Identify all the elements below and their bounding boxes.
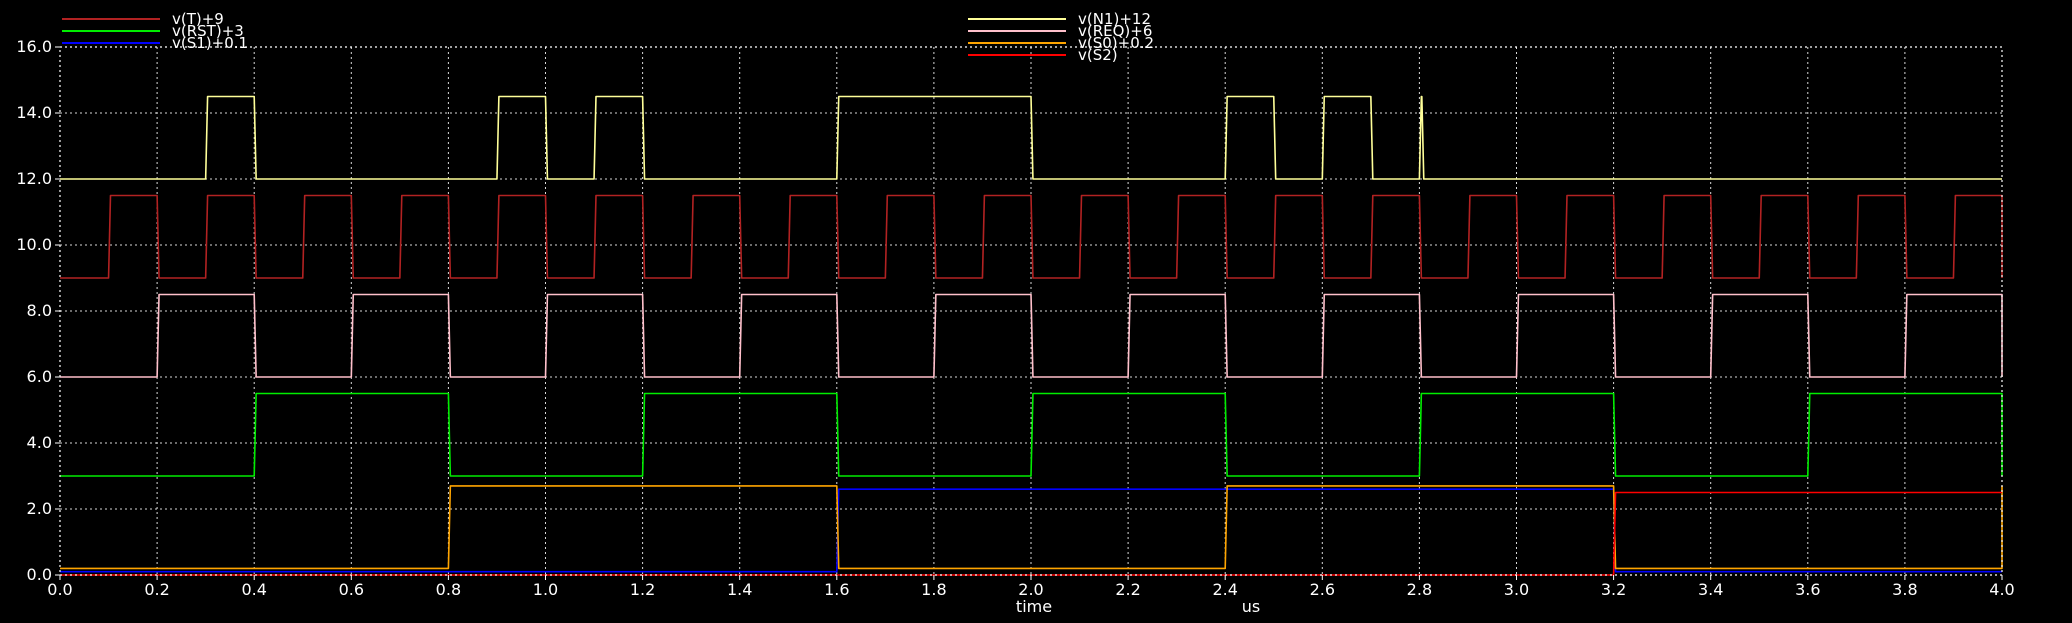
- y-tick-label: 0.0: [27, 565, 52, 584]
- series-line-v-s1-0-1: [60, 488, 2002, 573]
- x-tick-label: 1.0: [533, 580, 558, 599]
- x-tick-label: 3.8: [1892, 580, 1917, 599]
- x-tick-label: 1.4: [727, 580, 752, 599]
- x-tick-label: 0.2: [144, 580, 169, 599]
- legend-label: v(T)+9: [172, 10, 224, 28]
- series-line-v-n1-12: [60, 95, 2002, 180]
- legend-label: v(S1)+0.1: [172, 34, 248, 52]
- x-tick-label: 3.4: [1698, 580, 1723, 599]
- y-tick-label: 14.0: [16, 103, 52, 122]
- x-tick-label: 2.8: [1407, 580, 1432, 599]
- y-tick-label: 10.0: [16, 235, 52, 254]
- x-tick-label: 2.6: [1310, 580, 1335, 599]
- x-tick-label: 3.2: [1601, 580, 1626, 599]
- legend-label: v(REQ)+6: [1078, 22, 1152, 40]
- x-tick-label: 1.6: [824, 580, 849, 599]
- legend-label: v(S2): [1078, 46, 1118, 64]
- x-tick-label: 2.4: [1212, 580, 1237, 599]
- series-line-v-s0-0-2: [60, 485, 2003, 570]
- x-tick-label: 1.2: [630, 580, 655, 599]
- legend: v(T)+9v(RST)+3v(S1)+0.1v(N1)+12v(REQ)+6v…: [62, 10, 1154, 64]
- x-tick-label: 2.0: [1018, 580, 1043, 599]
- x-tick-label: 4.0: [1989, 580, 2014, 599]
- legend-label: v(S0)+0.2: [1078, 34, 1154, 52]
- x-tick-label: 1.8: [921, 580, 946, 599]
- legend-label: v(RST)+3: [172, 22, 244, 40]
- x-axis-label: time: [1016, 597, 1052, 616]
- y-tick-label: 12.0: [16, 169, 52, 188]
- y-tick-label: 8.0: [27, 301, 52, 320]
- x-tick-label: 0.8: [436, 580, 461, 599]
- series-line-v-rst-3: [60, 392, 2003, 477]
- y-tick-label: 6.0: [27, 367, 52, 386]
- legend-label: v(N1)+12: [1078, 10, 1151, 28]
- y-tick-label: 16.0: [16, 37, 52, 56]
- x-tick-label: 3.6: [1795, 580, 1820, 599]
- series-line-v-req-6: [60, 293, 2003, 378]
- series-line-v-t-9: [60, 194, 2003, 279]
- x-tick-label: 0.4: [241, 580, 266, 599]
- x-axis-unit: us: [1242, 597, 1260, 616]
- x-tick-label: 0.6: [339, 580, 364, 599]
- x-tick-label: 2.2: [1115, 580, 1140, 599]
- x-tick-label: 0.0: [47, 580, 72, 599]
- axes: 0.0 0.2 0.4 0.6 0.8 1.0 1.2 1.4 1.6 1.8 2.0 2.2 2.4 2…: [16, 37, 2014, 599]
- y-tick-label: 4.0: [27, 433, 52, 452]
- x-tick-label: 3.0: [1504, 580, 1529, 599]
- y-tick-label: 2.0: [27, 499, 52, 518]
